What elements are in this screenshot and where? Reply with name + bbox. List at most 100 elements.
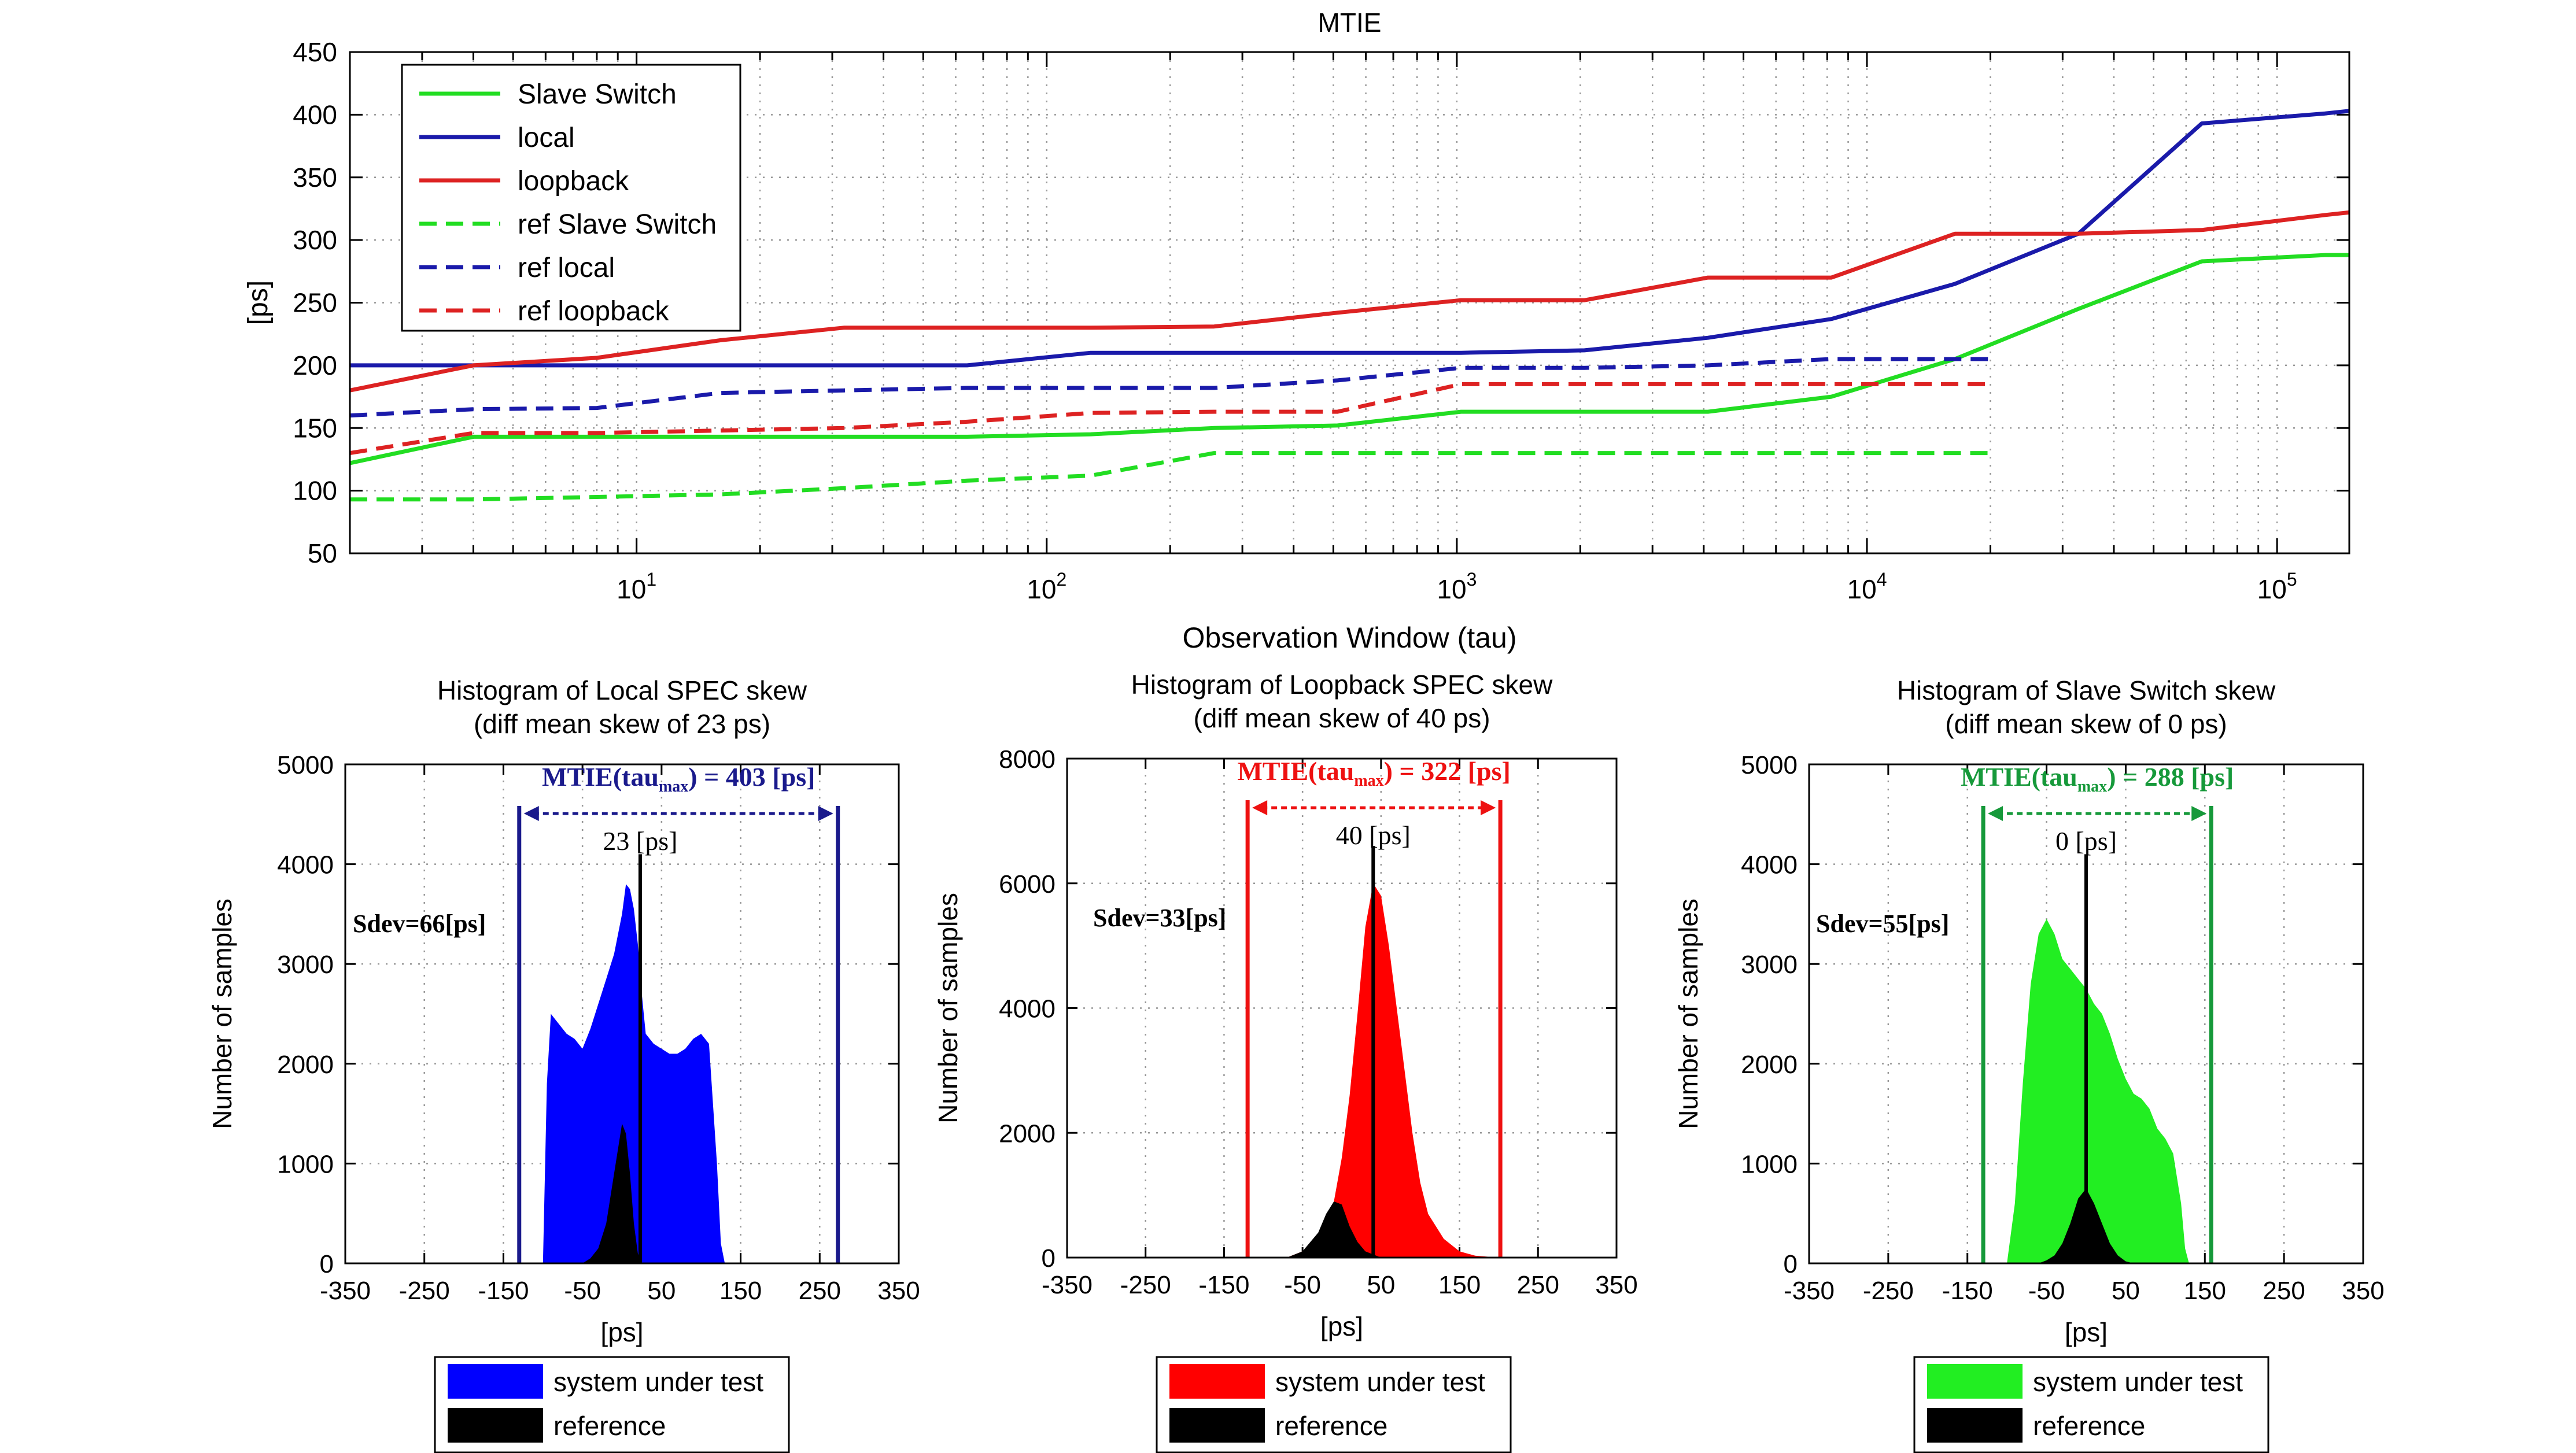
- x-tick-label: 150: [1438, 1271, 1481, 1299]
- x-tick-label: 101: [617, 569, 656, 604]
- legend-swatch: [1927, 1408, 2023, 1443]
- y-tick-label: 0: [1784, 1250, 1798, 1278]
- x-tick-label: -350: [320, 1277, 371, 1305]
- histogram-area-reference: [2007, 1188, 2189, 1263]
- legend-label: system under test: [2033, 1367, 2243, 1397]
- histogram-legend: system under test reference: [1156, 1356, 1512, 1453]
- x-tick-label: -250: [399, 1277, 450, 1305]
- y-tick-label: 2000: [999, 1119, 1056, 1148]
- plot-frame: [349, 51, 2350, 554]
- y-tick-label: 200: [293, 350, 337, 380]
- x-tick-label: -50: [2028, 1277, 2065, 1305]
- x-tick-label: 250: [799, 1277, 841, 1305]
- legend-label: ref loopback: [518, 296, 669, 327]
- y-tick-label: 6000: [999, 870, 1056, 899]
- x-axis-label: [ps]: [2065, 1317, 2108, 1347]
- y-tick-label: 400: [293, 99, 337, 130]
- x-tick-label: -350: [1784, 1277, 1835, 1305]
- y-axis-label: [ps]: [243, 280, 274, 325]
- x-tick-label: 350: [2342, 1277, 2384, 1305]
- histogram-area-system: [2007, 919, 2189, 1263]
- mtie-arrow-head-right: [818, 806, 833, 821]
- legend-swatch: [1169, 1408, 1265, 1443]
- mtie-label: MTIE(taumax) = 403 [ps]: [542, 762, 815, 796]
- mean-label: 40 [ps]: [1336, 820, 1411, 850]
- y-tick-label: 300: [293, 225, 337, 255]
- x-tick-label: -250: [1120, 1271, 1171, 1299]
- y-tick-label: 3000: [277, 951, 334, 979]
- x-axis-label: [ps]: [600, 1317, 643, 1347]
- y-tick-label: 0: [320, 1250, 334, 1278]
- legend-label: ref Slave Switch: [518, 209, 717, 240]
- x-tick-label: 50: [1367, 1271, 1395, 1299]
- series-line-ref-local: [349, 357, 1991, 418]
- y-tick-label: 5000: [1741, 751, 1798, 779]
- legend-swatch: [1169, 1364, 1265, 1399]
- x-tick-label: 250: [1517, 1271, 1559, 1299]
- y-tick-label: 50: [308, 538, 337, 568]
- histogram-area-system: [542, 884, 725, 1263]
- x-tick-label: 150: [719, 1277, 762, 1305]
- plot-frame: [344, 763, 900, 1265]
- mean-label: 0 [ps]: [2055, 826, 2117, 856]
- x-tick-label: -50: [1284, 1271, 1321, 1299]
- mtie-label: MTIE(taumax) = 288 [ps]: [1961, 762, 2234, 796]
- legend-label: Slave Switch: [518, 79, 677, 110]
- legend-label: system under test: [553, 1367, 763, 1397]
- histogram-legend: system under test reference: [1913, 1356, 2269, 1453]
- legend-swatch: [448, 1364, 543, 1399]
- y-tick-label: 100: [293, 476, 337, 506]
- y-tick-label: 4000: [999, 995, 1056, 1023]
- y-tick-label: 5000: [277, 751, 334, 779]
- plot-frame: [1066, 757, 1618, 1259]
- x-tick-label: 350: [877, 1277, 920, 1305]
- histogram-1: -350 -250 -150 -50 50 150 250 350 0 1000 2000 3000 4…: [207, 675, 920, 1453]
- histogram-area-reference: [1287, 1201, 1499, 1258]
- mtie-arrow-head-left: [523, 806, 539, 821]
- sdev-label: Sdev=66[ps]: [353, 909, 486, 938]
- x-tick-label: 102: [1027, 569, 1066, 604]
- chart-title: MTIE: [1318, 8, 1382, 38]
- histogram-subtitle: (diff mean skew of 40 ps): [1193, 703, 1490, 733]
- legend-label: reference: [2033, 1411, 2145, 1441]
- x-tick-label: 103: [1437, 569, 1477, 604]
- legend-swatch: [1927, 1364, 2023, 1399]
- y-axis-label: Number of samples: [933, 893, 963, 1123]
- mean-label: 23 [ps]: [603, 826, 677, 856]
- y-tick-label: 150: [293, 413, 337, 443]
- y-tick-label: 4000: [277, 851, 334, 879]
- legend-label: ref local: [518, 253, 615, 283]
- y-tick-label: 8000: [999, 745, 1056, 774]
- mtie-arrow-head-right: [1481, 800, 1496, 815]
- series-line-loopback: [349, 210, 2350, 393]
- mtie-arrow-head-left: [1988, 806, 2003, 821]
- y-tick-label: 4000: [1741, 851, 1798, 879]
- mtie-arrow-head-right: [2191, 806, 2207, 821]
- x-tick-label: 50: [647, 1277, 676, 1305]
- legend-label: system under test: [1275, 1367, 1485, 1397]
- histogram-title: Histogram of Local SPEC skew: [437, 675, 807, 705]
- y-tick-label: 1000: [1741, 1150, 1798, 1178]
- x-tick-label: -50: [564, 1277, 601, 1305]
- legend-label: reference: [1275, 1411, 1387, 1441]
- histogram-title: Histogram of Loopback SPEC skew: [1131, 670, 1553, 700]
- y-tick-label: 0: [1042, 1244, 1056, 1273]
- x-tick-label: 350: [1595, 1271, 1637, 1299]
- x-tick-label: -250: [1863, 1277, 1914, 1305]
- y-axis-label: Number of samples: [1673, 899, 1703, 1129]
- y-axis-label: Number of samples: [207, 899, 237, 1129]
- series-line-ref-slave-switch: [350, 451, 1991, 502]
- y-tick-label: 1000: [277, 1150, 334, 1178]
- y-tick-label: 250: [293, 288, 337, 318]
- histogram-area-reference: [542, 1123, 725, 1263]
- histogram-legend: system under test reference: [434, 1356, 790, 1453]
- x-tick-label: 104: [1847, 569, 1887, 604]
- histogram-area-system: [1287, 883, 1499, 1258]
- histogram-3: -350 -250 -150 -50 50 150 250 350 0 1000 2000 3000 4…: [1673, 675, 2385, 1453]
- y-tick-label: 350: [293, 162, 337, 193]
- y-tick-label: 3000: [1741, 951, 1798, 979]
- series-line-ref-loopback: [349, 382, 1991, 456]
- y-tick-label: 2000: [1741, 1051, 1798, 1079]
- y-tick-label: 2000: [277, 1051, 334, 1079]
- x-axis-label: Observation Window (tau): [1182, 622, 1516, 654]
